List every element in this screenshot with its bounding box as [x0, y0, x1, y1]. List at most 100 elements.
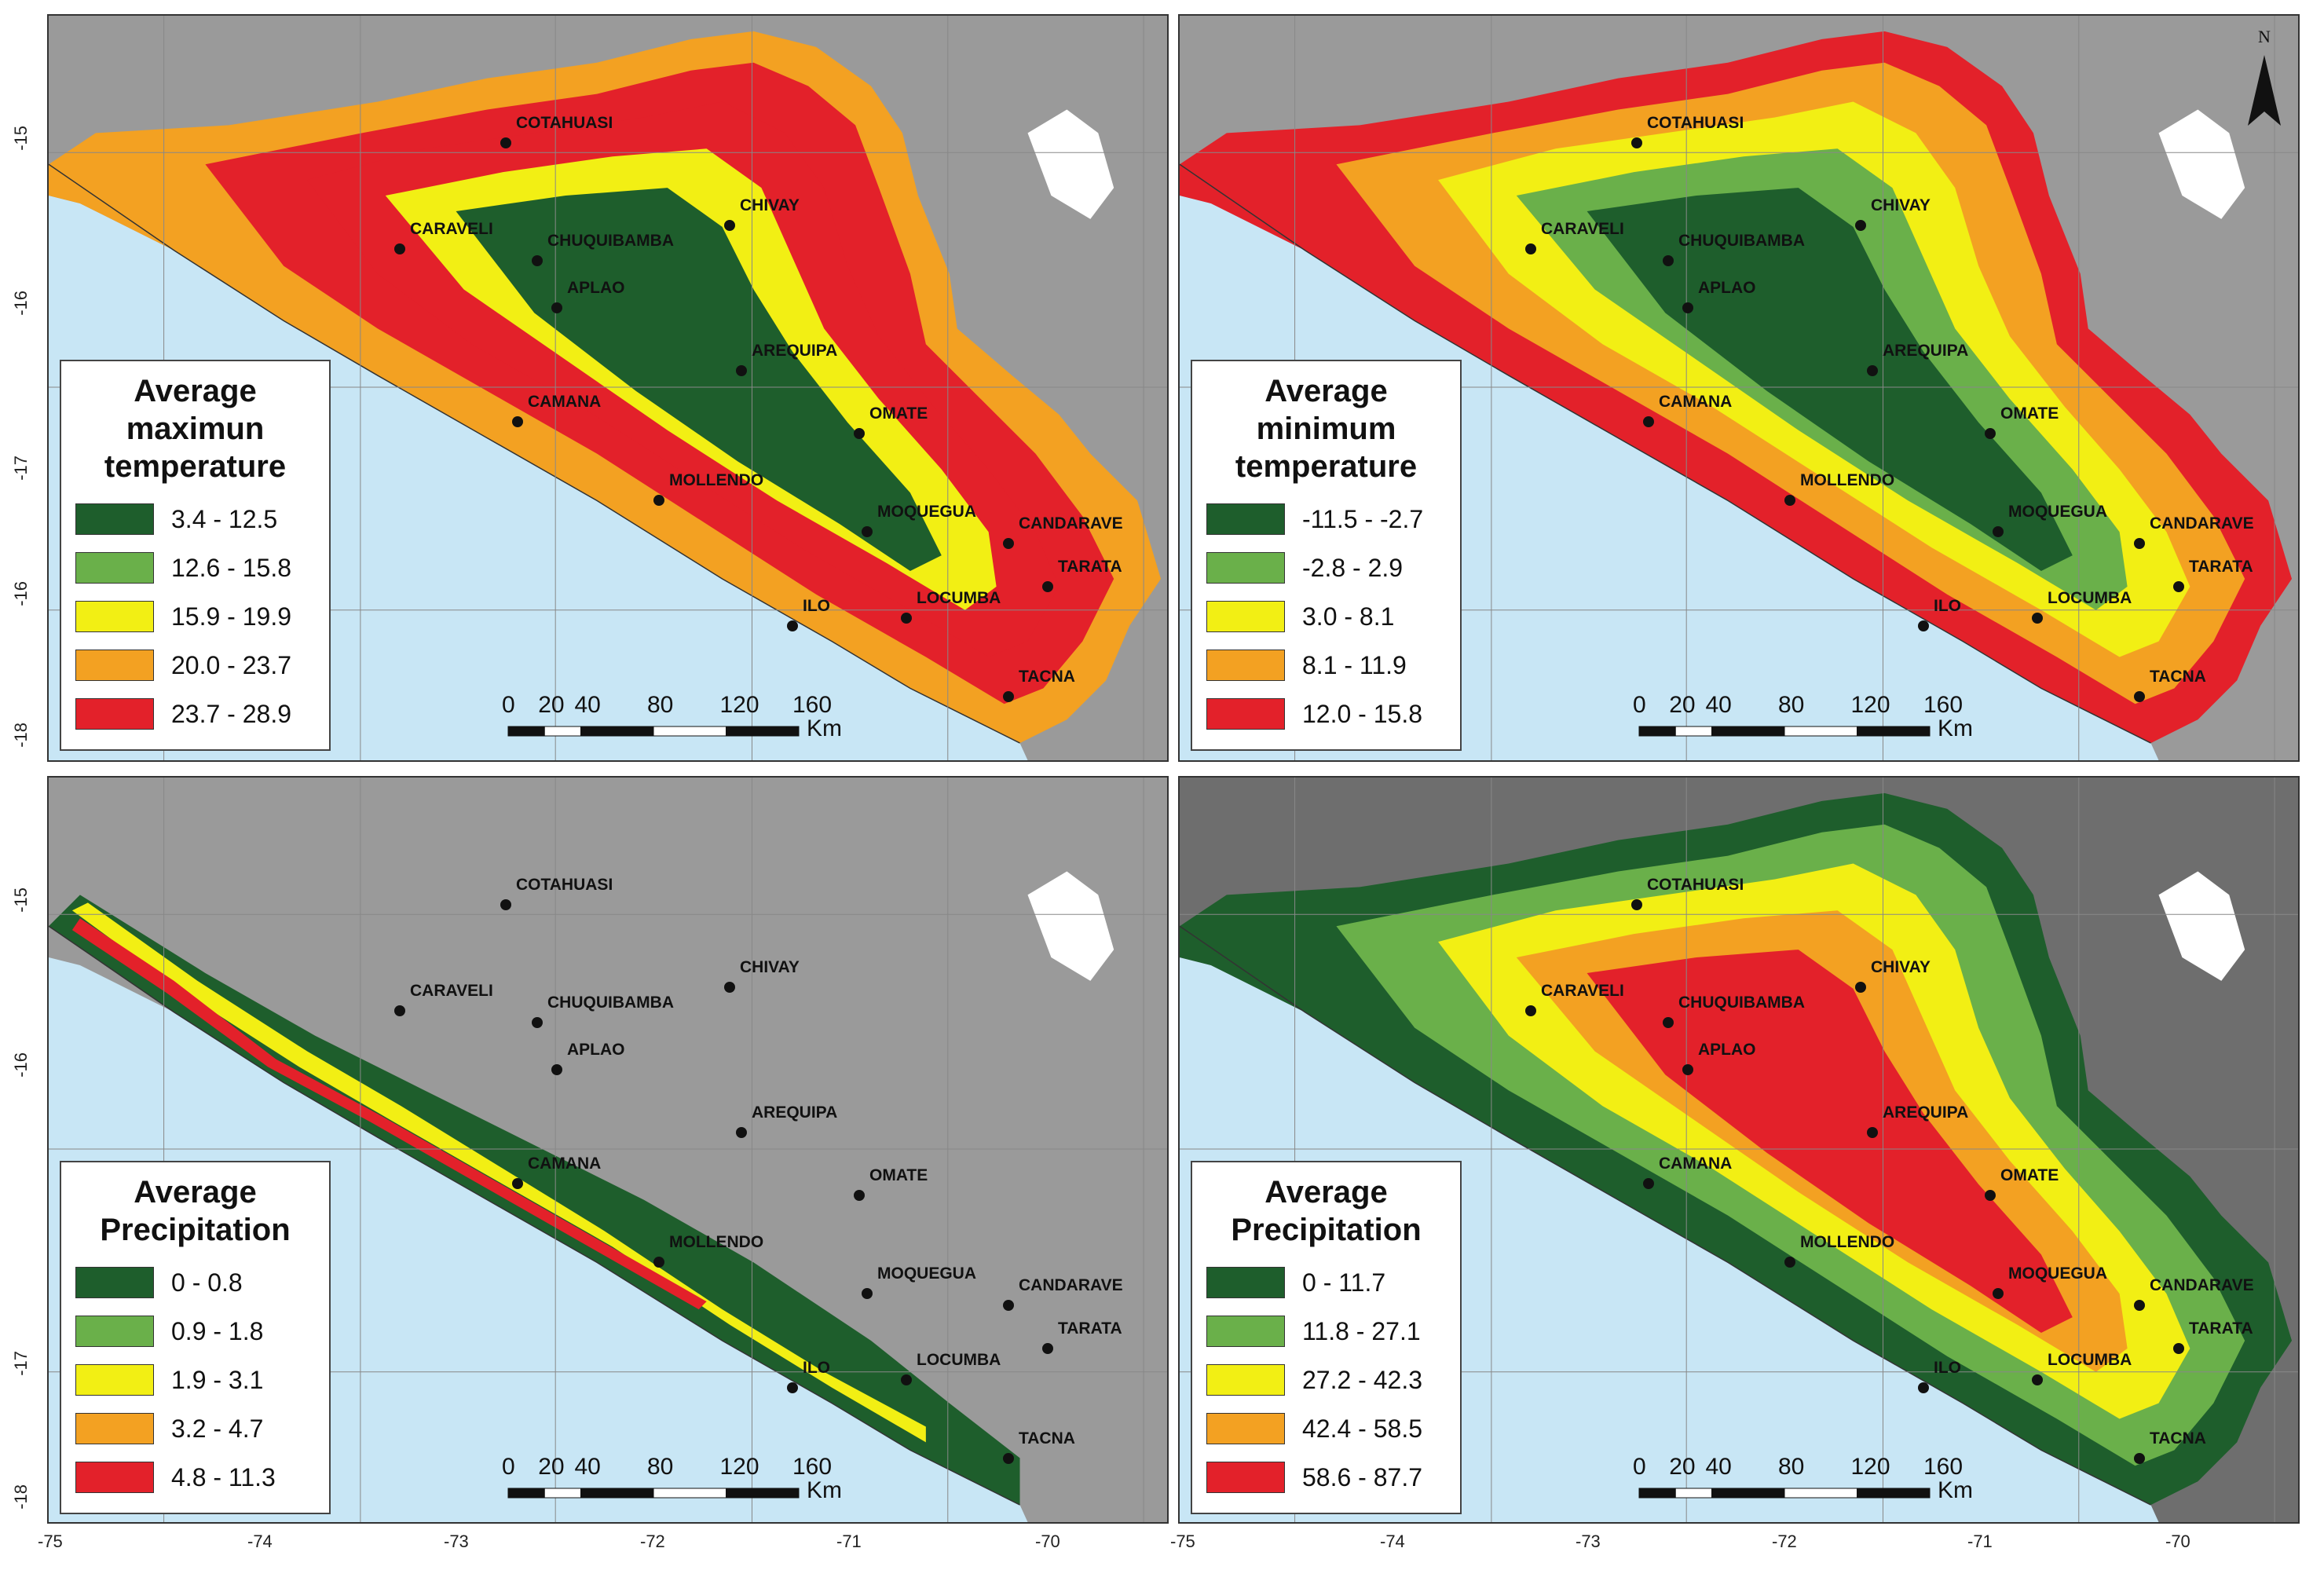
lake-area: [2158, 109, 2245, 219]
city-label: CAMANA: [528, 1155, 602, 1173]
city-label: CARAVELI: [1541, 220, 1624, 238]
coastline: [49, 925, 1020, 1506]
lake-area: [1027, 109, 1114, 219]
legend-title-line: Average: [134, 374, 257, 408]
city-dot-icon: [901, 1374, 912, 1385]
scale-label: 0: [502, 1454, 515, 1480]
legend-range-label: -11.5 - -2.7: [1302, 504, 1424, 533]
city-dot-icon: [1985, 428, 1996, 439]
city-label: CANDARAVE: [1019, 514, 1123, 532]
city-dot-icon: [394, 1005, 405, 1016]
legend-swatch: [1206, 601, 1285, 632]
scale-label: 80: [1778, 692, 1805, 718]
y-tick-label: -18: [11, 1484, 31, 1510]
legend-row: 3.4 - 12.5: [75, 495, 315, 543]
coastline: [1180, 163, 2151, 744]
lake-area: [1027, 871, 1114, 981]
scale-bar: 0 20 40 80 120 160 Km: [1631, 1449, 2000, 1504]
city-label: CARAVELI: [1541, 982, 1624, 1000]
city-label: MOQUEGUA: [877, 1264, 976, 1283]
scale-label: 160: [1923, 692, 1964, 718]
legend-row: 8.1 - 11.9: [1206, 641, 1446, 690]
map-legend: Average maximun temperature 3.4 - 12.5 12.6 …: [60, 360, 331, 751]
zone-class-5: [71, 918, 707, 1310]
city-label: OMATE: [869, 404, 928, 423]
legend-title-line: temperature: [104, 449, 287, 484]
legend-range-label: -2.8 - 2.9: [1302, 553, 1404, 582]
scale-bar-graphic: [507, 726, 800, 737]
scale-label: 20: [1669, 692, 1696, 718]
zone-class-3: [71, 902, 926, 1443]
city-dot-icon: [724, 220, 735, 231]
scale-bar: 0 20 40 80 120 160 Km: [500, 687, 869, 742]
city-dot-icon: [1985, 1190, 1996, 1201]
map-canvas: [1180, 16, 2298, 760]
city-label: MOLLENDO: [669, 471, 764, 489]
city-dot-icon: [1918, 620, 1929, 631]
city-dot-icon: [854, 1190, 865, 1201]
legend-row: 11.8 - 27.1: [1206, 1307, 1446, 1356]
scale-bar-graphic: [507, 1488, 800, 1499]
city-label: TACNA: [2150, 1429, 2206, 1447]
legend-range-label: 3.4 - 12.5: [171, 504, 278, 533]
scale-label: 80: [647, 1454, 674, 1480]
legend-title-line: Precipitation: [1231, 1213, 1422, 1247]
city-dot-icon: [1682, 302, 1693, 313]
city-dot-icon: [1682, 1064, 1693, 1075]
map-panel-min-temperature: COTAHUASI CARAVELI CHUQUIBAMBA CHIVAY APLAO A…: [1178, 14, 2300, 762]
city-label: AREQUIPA: [1883, 342, 1969, 360]
zone-class-5: [1587, 950, 2073, 1334]
city-dot-icon: [500, 899, 511, 910]
city-label: LOCUMBA: [2048, 589, 2132, 607]
legend-swatch: [1206, 552, 1285, 584]
scale-unit-label: Km: [807, 1477, 842, 1503]
legend-range-label: 1.9 - 3.1: [171, 1365, 264, 1394]
scale-label: 20: [538, 692, 565, 718]
map-canvas: [49, 16, 1167, 760]
city-dot-icon: [1643, 416, 1654, 427]
legend-row: 58.6 - 87.7: [1206, 1453, 1446, 1502]
city-dot-icon: [653, 495, 664, 506]
scale-label: 40: [1705, 692, 1732, 718]
legend-swatch: [75, 601, 154, 632]
city-dot-icon: [512, 416, 523, 427]
city-dot-icon: [2173, 1343, 2184, 1354]
city-label: TARATA: [2189, 1319, 2253, 1338]
scale-bar-graphic: [1638, 726, 1931, 737]
legend-range-label: 12.6 - 15.8: [171, 553, 291, 582]
legend-swatch: [75, 1364, 154, 1396]
city-dot-icon: [854, 428, 865, 439]
scale-unit-label: Km: [1938, 715, 1973, 741]
city-dot-icon: [394, 243, 405, 254]
city-label: TACNA: [1019, 668, 1075, 686]
x-tick-label: -72: [640, 1532, 665, 1551]
legend-range-label: 58.6 - 87.7: [1302, 1462, 1422, 1491]
city-label: CHIVAY: [740, 196, 800, 214]
legend-row: 0 - 0.8: [75, 1258, 315, 1307]
scale-bar: 0 20 40 80 120 160 Km: [500, 1449, 869, 1504]
x-tick-label: -70: [2165, 1532, 2190, 1551]
legend-swatch: [75, 1316, 154, 1347]
city-label: CHIVAY: [1871, 958, 1931, 976]
north-arrow-icon: N: [2245, 24, 2284, 134]
city-label: TACNA: [1019, 1429, 1075, 1447]
scale-label: 120: [719, 692, 759, 718]
city-label: MOQUEGUA: [2008, 1264, 2107, 1283]
legend-swatch: [1206, 1267, 1285, 1298]
legend-row: -11.5 - -2.7: [1206, 495, 1446, 543]
legend-swatch: [1206, 1316, 1285, 1347]
legend-range-label: 4.8 - 11.3: [171, 1462, 276, 1491]
city-dot-icon: [1631, 137, 1642, 148]
city-label: CARAVELI: [410, 220, 493, 238]
scale-label: 0: [1633, 692, 1646, 718]
y-tick-label: -18: [11, 723, 31, 748]
map-legend: Average Precipitation 0 - 0.8 0.9 - 1.8 1.9 …: [60, 1161, 331, 1514]
legend-row: -2.8 - 2.9: [1206, 543, 1446, 592]
scale-label: 120: [1850, 692, 1890, 718]
legend-swatch: [75, 1413, 154, 1444]
legend-row: 3.0 - 8.1: [1206, 592, 1446, 641]
legend-title-line: Precipitation: [100, 1213, 291, 1247]
legend-swatch: [1206, 1413, 1285, 1444]
legend-range-label: 12.0 - 15.8: [1302, 699, 1422, 728]
city-label: APLAO: [1698, 1041, 1756, 1059]
